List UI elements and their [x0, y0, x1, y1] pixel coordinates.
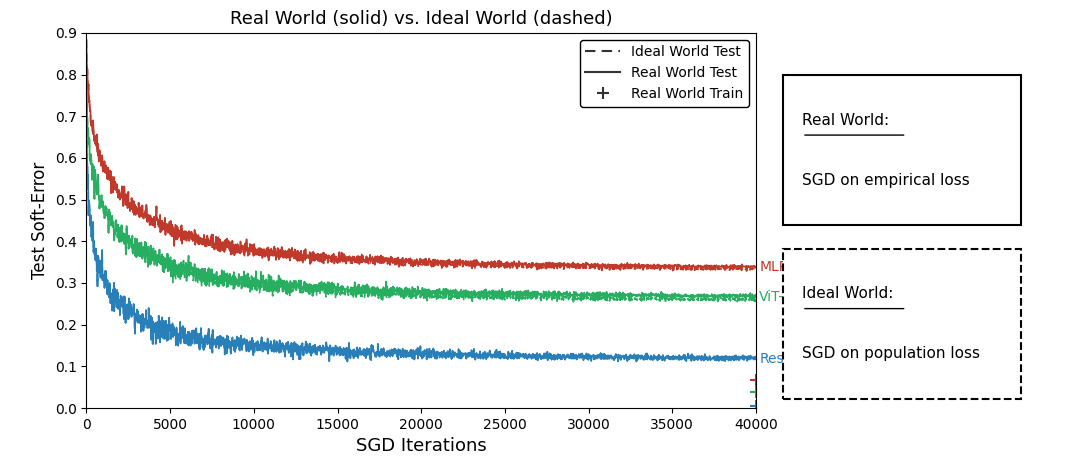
- Text: Ideal World:: Ideal World:: [802, 286, 893, 301]
- X-axis label: SGD Iterations: SGD Iterations: [355, 437, 487, 455]
- Text: Real World:: Real World:: [802, 113, 889, 128]
- Legend: Ideal World Test, Real World Test, Real World Train: Ideal World Test, Real World Test, Real …: [580, 40, 750, 107]
- Text: ViT-B/4: ViT-B/4: [759, 289, 807, 303]
- Title: Real World (solid) vs. Ideal World (dashed): Real World (solid) vs. Ideal World (dash…: [230, 10, 612, 29]
- Text: ResNet18: ResNet18: [759, 352, 826, 366]
- Text: SGD on population loss: SGD on population loss: [802, 346, 980, 361]
- Text: MLP: MLP: [759, 260, 787, 274]
- Y-axis label: Test Soft-Error: Test Soft-Error: [31, 162, 49, 279]
- Text: SGD on empirical loss: SGD on empirical loss: [802, 173, 970, 188]
